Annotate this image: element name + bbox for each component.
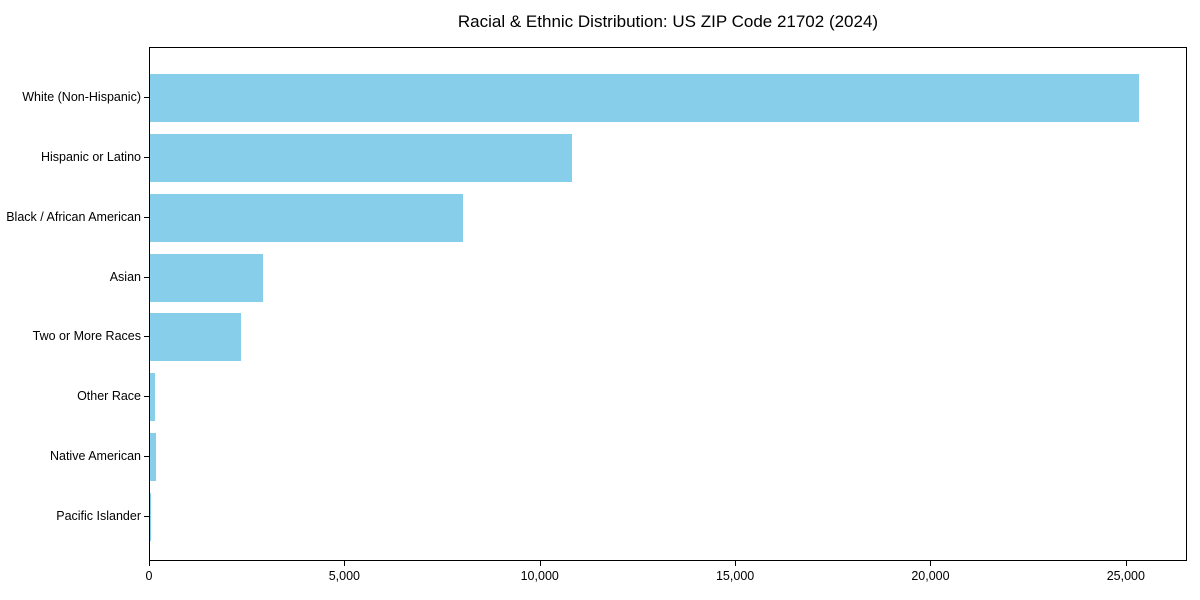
- bar-pacific-islander: [150, 493, 151, 542]
- xtick-mark: [344, 561, 346, 566]
- xtick-mark: [930, 561, 932, 566]
- ytick-mark: [144, 336, 149, 338]
- bar-black-african-american: [150, 193, 463, 242]
- ytick-mark: [144, 456, 149, 458]
- ytick-label-hispanic-or-latino: Hispanic or Latino: [40, 149, 141, 164]
- xtick-mark: [149, 561, 150, 566]
- bar-hispanic-or-latino: [150, 133, 572, 182]
- chart-title: Racial & Ethnic Distribution: US ZIP Cod…: [457, 12, 879, 31]
- bar-asian: [150, 253, 264, 302]
- xtick-label-15000: 15,000: [715, 569, 755, 583]
- ytick-label-two-or-more-races: Two or More Races: [32, 329, 141, 344]
- ytick-mark: [144, 276, 149, 278]
- ytick-label-black-african-american: Black / African American: [6, 209, 141, 224]
- bar-other-race: [150, 373, 155, 422]
- ytick-label-other-race: Other Race: [77, 389, 141, 404]
- ytick-mark: [144, 97, 149, 98]
- xtick-mark: [539, 561, 541, 566]
- ytick-mark: [144, 216, 149, 218]
- ytick-label-pacific-islander: Pacific Islander: [56, 509, 141, 524]
- ytick-label-white-non-hispanic: White (Non-Hispanic): [22, 90, 141, 104]
- xtick-label-0: 0: [145, 569, 153, 583]
- ytick-mark: [144, 516, 149, 518]
- plot-area: [149, 47, 1187, 561]
- bar-white-non-hispanic: [150, 74, 1139, 122]
- bar-two-or-more-races: [150, 313, 242, 362]
- xtick-label-25000: 25,000: [1106, 569, 1145, 583]
- xtick-label-10000: 10,000: [520, 569, 559, 583]
- xtick-label-5000: 5,000: [328, 569, 360, 583]
- ytick-mark: [144, 156, 149, 158]
- xtick-mark: [735, 561, 737, 566]
- ytick-label-asian: Asian: [109, 269, 141, 284]
- ytick-mark: [144, 396, 149, 398]
- bar-native-american: [150, 433, 156, 482]
- xtick-mark: [1125, 561, 1127, 566]
- ytick-label-native-american: Native American: [49, 449, 141, 464]
- xtick-label-20000: 20,000: [911, 569, 950, 583]
